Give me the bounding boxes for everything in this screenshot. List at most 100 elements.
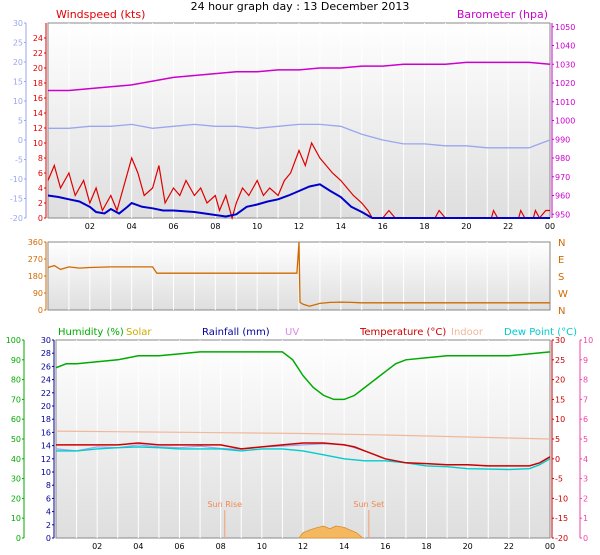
tick-label: 1040 <box>555 42 575 51</box>
tick-label: 12 <box>33 124 43 133</box>
sunset-annotation: Sun Set <box>353 500 384 509</box>
tick-label: 1030 <box>555 60 575 69</box>
x-tick-label: 02 <box>85 222 95 231</box>
tick-label: -10 <box>555 494 568 503</box>
tick-label: 100 <box>6 336 21 345</box>
tick-label: 0 <box>38 214 43 223</box>
tick-label: 22 <box>33 49 43 58</box>
dewpoint-series <box>56 446 551 471</box>
tick-label: 4 <box>38 184 43 193</box>
tick-label: 10 <box>33 139 43 148</box>
tick-label: 24 <box>33 34 43 43</box>
tick-label: 30 <box>11 475 21 484</box>
tick-label: 5 <box>555 435 560 444</box>
compass-label: W <box>558 289 568 300</box>
x-tick-label: 12 <box>294 222 304 231</box>
x-tick-label: 04 <box>133 542 143 551</box>
tick-label: 8 <box>38 154 43 163</box>
tick-label: 2 <box>46 521 51 530</box>
tick-label: 5 <box>583 435 588 444</box>
tick-label: 0 <box>18 136 23 145</box>
tick-label: 4 <box>583 455 588 464</box>
tick-label: 22 <box>41 389 51 398</box>
tick-label: 50 <box>11 435 21 444</box>
tick-label: 20 <box>13 58 23 67</box>
temp-sensor-series <box>55 443 365 452</box>
indoor-series <box>55 430 551 440</box>
grid <box>68 23 530 218</box>
tick-label: 80 <box>11 376 21 385</box>
right-axis: 950 960 970 980 990 1000 1010 1020 1030 1040 1050 <box>551 23 575 219</box>
rainfall-label: Rainfall (mm) <box>202 327 270 338</box>
x-tick-label: 08 <box>216 542 226 551</box>
x-tick-label: 14 <box>336 222 346 231</box>
left-outer-axis: -20 -15 -10 -5 0 5 10 15 20 25 30 <box>10 19 27 223</box>
tick-label: 980 <box>555 154 570 163</box>
sunrise-annotation: Sun Rise <box>207 500 242 509</box>
x-tick-label: 00 <box>545 222 555 231</box>
humidity-axis: 0 10 20 30 40 50 60 70 80 90 100 <box>6 336 25 543</box>
tick-label: 10 <box>13 97 23 106</box>
tick-label: 960 <box>555 192 570 201</box>
x-tick-label: 16 <box>380 542 390 551</box>
tick-label: -20 <box>10 214 23 223</box>
tick-label: 1 <box>583 514 588 523</box>
tick-label: -20 <box>555 534 568 543</box>
tick-label: 0 <box>38 306 43 315</box>
tick-label: -15 <box>555 514 568 523</box>
tick-label: 6 <box>583 415 588 424</box>
tick-label: 70 <box>11 395 21 404</box>
tick-label: 90 <box>33 289 43 298</box>
tick-label: 14 <box>33 109 43 118</box>
barometer-label: Barometer (hpa) <box>457 8 548 21</box>
tick-label: 6 <box>46 494 51 503</box>
tick-label: 24 <box>41 376 51 385</box>
humidity-label: Humidity (%) <box>58 327 124 338</box>
tick-label: 20 <box>33 64 43 73</box>
tick-label: 1050 <box>555 23 575 32</box>
tick-label: 6 <box>38 169 43 178</box>
compass-label: N <box>558 306 565 317</box>
grid <box>68 242 530 310</box>
x-tick-label: 20 <box>463 542 473 551</box>
x-tick-label: 18 <box>421 542 431 551</box>
tick-label: 20 <box>41 402 51 411</box>
temperature-label: Temperature (°C) <box>359 327 446 338</box>
temperature-series <box>56 442 551 467</box>
tick-label: 10 <box>555 415 565 424</box>
x-tick-label: 10 <box>252 222 262 231</box>
tick-label: 270 <box>28 255 43 264</box>
tick-label: 8 <box>46 481 51 490</box>
x-tick-label: 02 <box>92 542 102 551</box>
tick-label: 1000 <box>555 117 575 126</box>
tick-label: 16 <box>33 94 43 103</box>
x-tick-label: 06 <box>168 222 178 231</box>
direction-axis: 0 90 180 270 360 <box>28 238 47 315</box>
solar-area <box>298 525 364 539</box>
x-tick-label: 18 <box>419 222 429 231</box>
tick-label: 30 <box>13 19 23 28</box>
tick-label: 18 <box>41 415 51 424</box>
barometer-series <box>48 61 551 92</box>
tick-label: 360 <box>28 238 43 247</box>
tick-label: -5 <box>555 475 563 484</box>
tick-label: 18 <box>33 79 43 88</box>
x-tick-label: 22 <box>503 222 513 231</box>
uv-label: UV <box>285 327 299 338</box>
x-tick-label: 10 <box>257 542 267 551</box>
compass-label: E <box>558 255 564 266</box>
tick-label: 1020 <box>555 79 575 88</box>
tick-label: 14 <box>41 442 51 451</box>
humidity-series <box>55 351 551 401</box>
tick-label: 0 <box>555 455 560 464</box>
tick-label: 26 <box>41 362 51 371</box>
x-tick-label: 16 <box>378 222 388 231</box>
tick-label: 9 <box>583 356 588 365</box>
tick-label: 12 <box>41 455 51 464</box>
x-tick-label: 06 <box>174 542 184 551</box>
tick-label: 8 <box>583 376 588 385</box>
compass-label: N <box>558 238 565 249</box>
tick-label: 20 <box>555 376 565 385</box>
